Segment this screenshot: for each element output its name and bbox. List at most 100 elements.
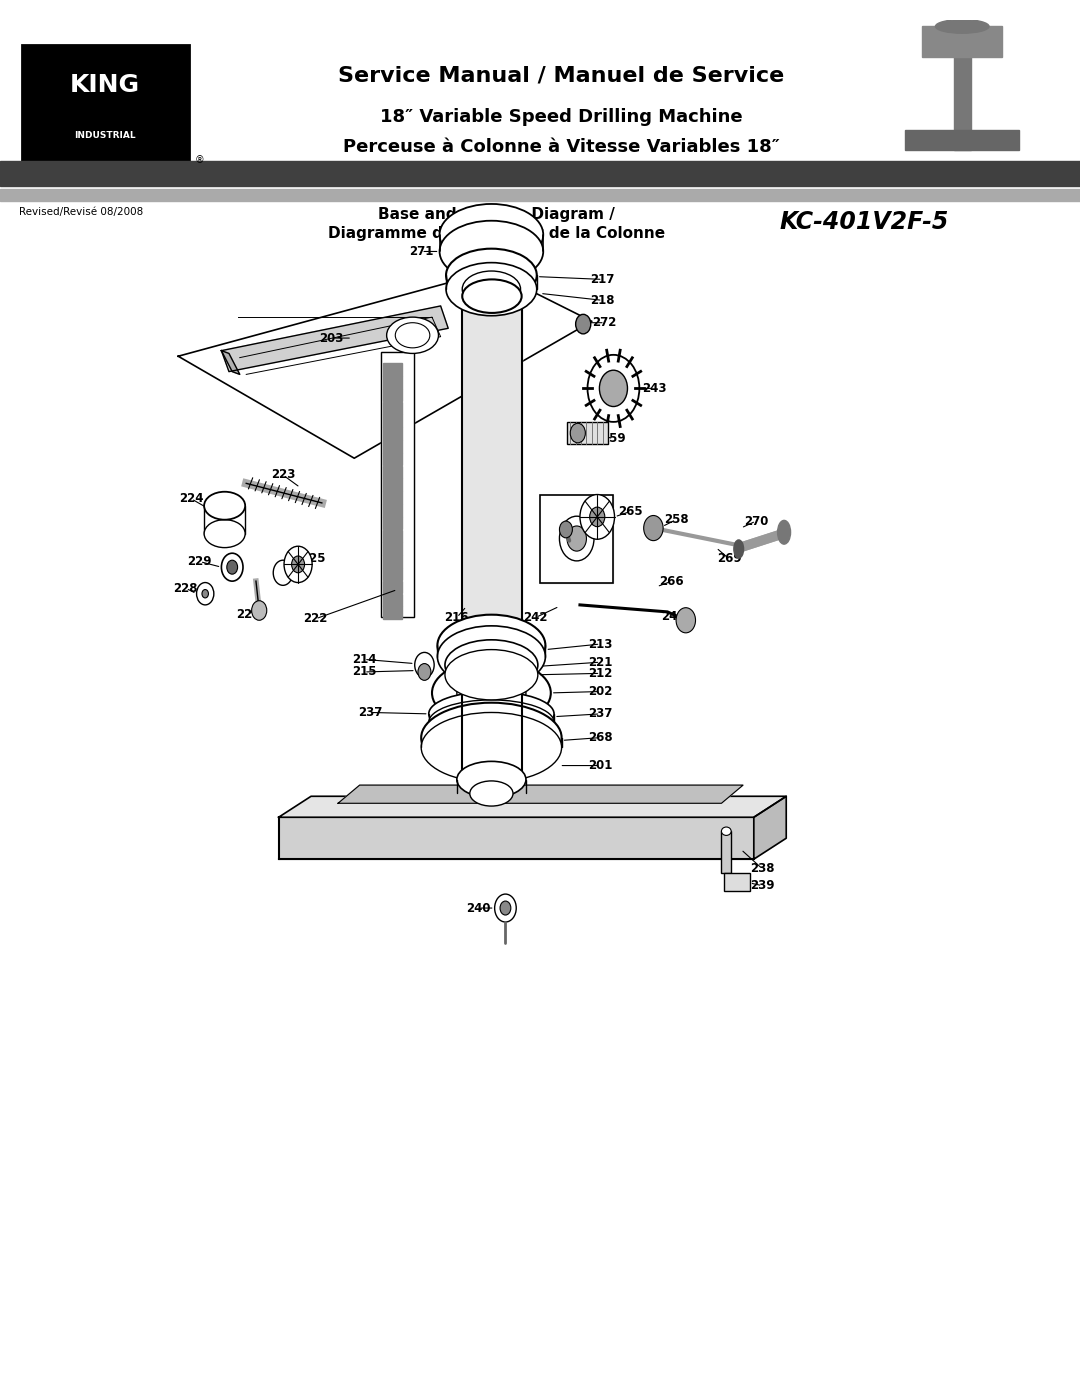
Polygon shape — [383, 453, 402, 465]
Text: 223: 223 — [271, 468, 295, 482]
Ellipse shape — [778, 521, 791, 545]
Bar — [905, 130, 1020, 149]
Bar — [724, 873, 750, 891]
Polygon shape — [383, 542, 402, 555]
Polygon shape — [383, 581, 402, 594]
Text: 201: 201 — [589, 759, 612, 773]
Bar — [0, 161, 1080, 186]
Polygon shape — [383, 529, 402, 542]
Polygon shape — [754, 796, 786, 859]
Circle shape — [495, 894, 516, 922]
Polygon shape — [462, 296, 522, 657]
Ellipse shape — [204, 492, 245, 520]
Polygon shape — [383, 517, 402, 529]
Text: 224: 224 — [179, 492, 203, 506]
Polygon shape — [383, 555, 402, 567]
Text: Revised/Revisé 08/2008: Revised/Revisé 08/2008 — [19, 207, 144, 217]
Polygon shape — [279, 817, 754, 859]
Text: 227: 227 — [237, 608, 260, 622]
Ellipse shape — [462, 640, 522, 673]
Circle shape — [599, 370, 627, 407]
Polygon shape — [383, 415, 402, 427]
Text: 272: 272 — [593, 316, 617, 330]
Text: 242: 242 — [524, 610, 548, 624]
Circle shape — [570, 423, 585, 443]
Text: Base and Column Diagram /: Base and Column Diagram / — [378, 207, 616, 222]
Ellipse shape — [734, 541, 744, 559]
Ellipse shape — [437, 626, 545, 687]
Text: 222: 222 — [303, 612, 327, 626]
Circle shape — [292, 556, 305, 573]
Ellipse shape — [462, 279, 522, 313]
Text: 221: 221 — [589, 655, 612, 669]
Circle shape — [580, 495, 615, 539]
Polygon shape — [221, 351, 240, 374]
Text: 203: 203 — [320, 331, 343, 345]
Text: 215: 215 — [352, 665, 376, 679]
Text: 265: 265 — [619, 504, 643, 518]
Ellipse shape — [440, 221, 543, 282]
Text: 231: 231 — [577, 528, 600, 542]
Polygon shape — [540, 495, 613, 583]
Circle shape — [418, 664, 431, 680]
Polygon shape — [383, 376, 402, 388]
Polygon shape — [383, 594, 402, 606]
Ellipse shape — [470, 781, 513, 806]
Text: 214: 214 — [352, 652, 376, 666]
Polygon shape — [383, 569, 402, 581]
Text: 228: 228 — [174, 581, 198, 595]
Text: 18″ Variable Speed Drilling Machine: 18″ Variable Speed Drilling Machine — [380, 109, 743, 126]
Polygon shape — [383, 401, 402, 414]
Circle shape — [197, 583, 214, 605]
Circle shape — [221, 553, 243, 581]
Text: 213: 213 — [589, 637, 612, 651]
Ellipse shape — [462, 271, 521, 307]
Text: ®: ® — [194, 155, 204, 165]
Polygon shape — [383, 492, 402, 504]
Ellipse shape — [457, 673, 526, 712]
Text: 226: 226 — [284, 563, 308, 577]
Circle shape — [644, 515, 663, 541]
Ellipse shape — [445, 640, 538, 690]
Ellipse shape — [204, 520, 245, 548]
Polygon shape — [383, 440, 402, 453]
Circle shape — [227, 560, 238, 574]
Text: 218: 218 — [591, 293, 615, 307]
Text: 217: 217 — [591, 272, 615, 286]
Ellipse shape — [935, 20, 989, 34]
Text: INDUSTRIAL: INDUSTRIAL — [75, 131, 136, 140]
Polygon shape — [383, 363, 402, 376]
Text: 268: 268 — [589, 731, 612, 745]
FancyBboxPatch shape — [22, 45, 189, 170]
Ellipse shape — [395, 323, 430, 348]
Text: 240: 240 — [467, 901, 490, 915]
Circle shape — [273, 560, 293, 585]
Text: Service Manual / Manuel de Service: Service Manual / Manuel de Service — [338, 66, 785, 85]
Bar — [381, 352, 414, 617]
Text: 243: 243 — [643, 381, 666, 395]
Bar — [0, 189, 1080, 201]
Polygon shape — [383, 427, 402, 440]
Text: 270: 270 — [744, 514, 768, 528]
Circle shape — [567, 527, 586, 552]
Ellipse shape — [421, 712, 562, 782]
Bar — [567, 422, 608, 444]
Ellipse shape — [457, 761, 526, 798]
Text: 212: 212 — [589, 666, 612, 680]
Circle shape — [590, 507, 605, 527]
Ellipse shape — [437, 615, 545, 676]
Text: 237: 237 — [589, 707, 612, 721]
Circle shape — [588, 355, 639, 422]
Polygon shape — [383, 478, 402, 490]
Circle shape — [500, 901, 511, 915]
Polygon shape — [383, 465, 402, 478]
Text: KING: KING — [70, 73, 140, 96]
Text: 266: 266 — [660, 574, 684, 588]
Circle shape — [202, 590, 208, 598]
Circle shape — [252, 601, 267, 620]
Ellipse shape — [432, 659, 551, 726]
Circle shape — [559, 521, 572, 538]
Ellipse shape — [429, 692, 554, 736]
Ellipse shape — [446, 249, 537, 302]
Text: KC-401V2F-5: KC-401V2F-5 — [780, 210, 948, 233]
